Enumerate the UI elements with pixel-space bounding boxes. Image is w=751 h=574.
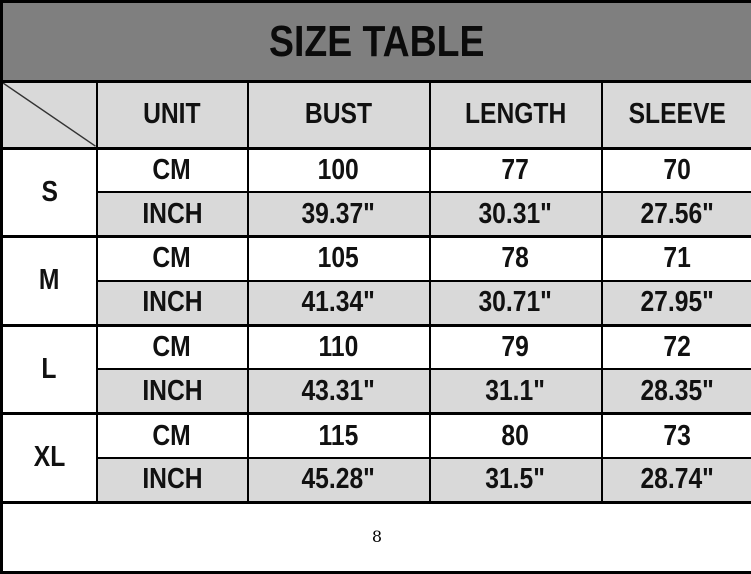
length-value: 30.71": [478, 286, 553, 319]
column-header-label: BUST: [304, 98, 373, 131]
value-cell: 31.1": [428, 368, 603, 415]
bust-value: 110: [318, 331, 359, 363]
table-row-l-cm: L CM 110 79 72: [0, 323, 751, 415]
value-cell: 30.31": [428, 191, 603, 238]
unit-cell: INCH: [95, 191, 249, 238]
column-header-unit: UNIT: [95, 80, 249, 150]
diagonal-line-icon: [3, 83, 95, 146]
value-cell: 72: [600, 323, 751, 370]
value-cell: 110: [246, 323, 431, 370]
size-label: M: [38, 264, 60, 297]
size-label: L: [41, 352, 57, 385]
size-label: S: [41, 175, 58, 208]
diagonal-header-cell: [0, 80, 98, 150]
table-row-s-cm: S CM 100 77 70: [0, 146, 751, 238]
value-cell: 77: [428, 146, 603, 193]
title-row: SIZE TABLE: [0, 0, 751, 84]
unit-label: CM: [152, 331, 192, 363]
unit-cell: CM: [95, 412, 249, 459]
unit-label: INCH: [141, 197, 203, 230]
value-cell: 70: [600, 146, 751, 193]
column-header-label: LENGTH: [464, 98, 567, 131]
table-row-l-inch: INCH 43.31" 31.1" 28.35": [2, 368, 751, 415]
bust-value: 115: [318, 419, 359, 452]
length-value: 30.31": [478, 197, 553, 230]
length-value: 31.5": [485, 463, 546, 496]
table-row-xl-cm: XL CM 115 80 73: [0, 412, 751, 503]
table-row-m-cm: M CM 105 78 71: [0, 235, 751, 326]
page-title: SIZE TABLE: [269, 16, 485, 66]
column-header-label: SLEEVE: [628, 98, 726, 131]
sleeve-value: 28.35": [640, 374, 714, 407]
value-cell: 43.31": [246, 368, 431, 415]
unit-label: INCH: [141, 286, 203, 319]
length-value: 80: [501, 419, 530, 452]
bust-value: 100: [317, 153, 360, 186]
unit-cell: INCH: [95, 279, 249, 327]
size-label-cell-s: S: [0, 146, 98, 238]
value-cell: 30.71": [428, 279, 603, 327]
size-label-cell-l: L: [0, 323, 98, 415]
bust-value: 45.28": [301, 463, 376, 496]
size-label-cell-m: M: [0, 235, 98, 326]
sleeve-value: 72: [663, 331, 691, 363]
unit-label: CM: [152, 153, 192, 186]
size-label-cell-xl: XL: [0, 412, 98, 503]
value-cell: 41.34": [246, 279, 431, 327]
unit-label: CM: [152, 419, 192, 452]
value-cell: 27.56": [600, 191, 751, 238]
bust-value: 41.34": [301, 286, 376, 319]
unit-cell: CM: [95, 235, 249, 282]
bust-value: 105: [317, 242, 360, 275]
bust-value: 39.37": [301, 197, 376, 230]
value-cell: 78: [428, 235, 603, 282]
unit-cell: INCH: [95, 368, 249, 415]
size-label: XL: [33, 441, 66, 474]
unit-cell: CM: [95, 146, 249, 193]
title-bar: SIZE TABLE: [0, 0, 751, 84]
value-cell: 100: [246, 146, 431, 193]
table-row-xl-inch: INCH 45.28" 31.5" 28.74": [2, 456, 751, 504]
column-header-length: LENGTH: [428, 80, 603, 150]
value-cell: 31.5": [428, 456, 603, 504]
value-cell: 79: [428, 323, 603, 370]
unit-label: INCH: [141, 374, 203, 407]
footer-row: 8: [0, 500, 751, 574]
sleeve-value: 71: [663, 242, 691, 275]
value-cell: 45.28": [246, 456, 431, 504]
value-cell: 71: [600, 235, 751, 282]
unit-cell: CM: [95, 323, 249, 370]
length-value: 79: [501, 331, 530, 363]
length-value: 31.1": [485, 374, 546, 407]
length-value: 77: [501, 153, 530, 186]
value-cell: 28.74": [600, 456, 751, 504]
table-row-m-inch: INCH 41.34" 30.71" 27.95": [2, 279, 751, 327]
value-cell: 73: [600, 412, 751, 459]
column-header-sleeve: SLEEVE: [600, 80, 751, 150]
sleeve-value: 73: [663, 419, 691, 452]
unit-label: CM: [152, 242, 192, 275]
bust-value: 43.31": [301, 374, 376, 407]
value-cell: 39.37": [246, 191, 431, 238]
value-cell: 80: [428, 412, 603, 459]
length-value: 78: [501, 242, 530, 275]
footer-cell: 8: [0, 500, 751, 574]
sleeve-value: 27.56": [640, 197, 714, 230]
column-header-label: UNIT: [143, 98, 201, 131]
unit-label: INCH: [141, 463, 203, 496]
sleeve-value: 27.95": [640, 286, 714, 319]
value-cell: 28.35": [600, 368, 751, 415]
sleeve-value: 28.74": [640, 463, 714, 496]
value-cell: 27.95": [600, 279, 751, 327]
sleeve-value: 70: [663, 153, 691, 186]
column-header-bust: BUST: [246, 80, 431, 150]
page-number: 8: [371, 527, 383, 547]
value-cell: 105: [246, 235, 431, 282]
table-row-s-inch: INCH 39.37" 30.31" 27.56": [2, 191, 751, 238]
unit-cell: INCH: [95, 456, 249, 504]
column-header-row: UNIT BUST LENGTH SLEEVE: [0, 80, 751, 150]
value-cell: 115: [246, 412, 431, 459]
